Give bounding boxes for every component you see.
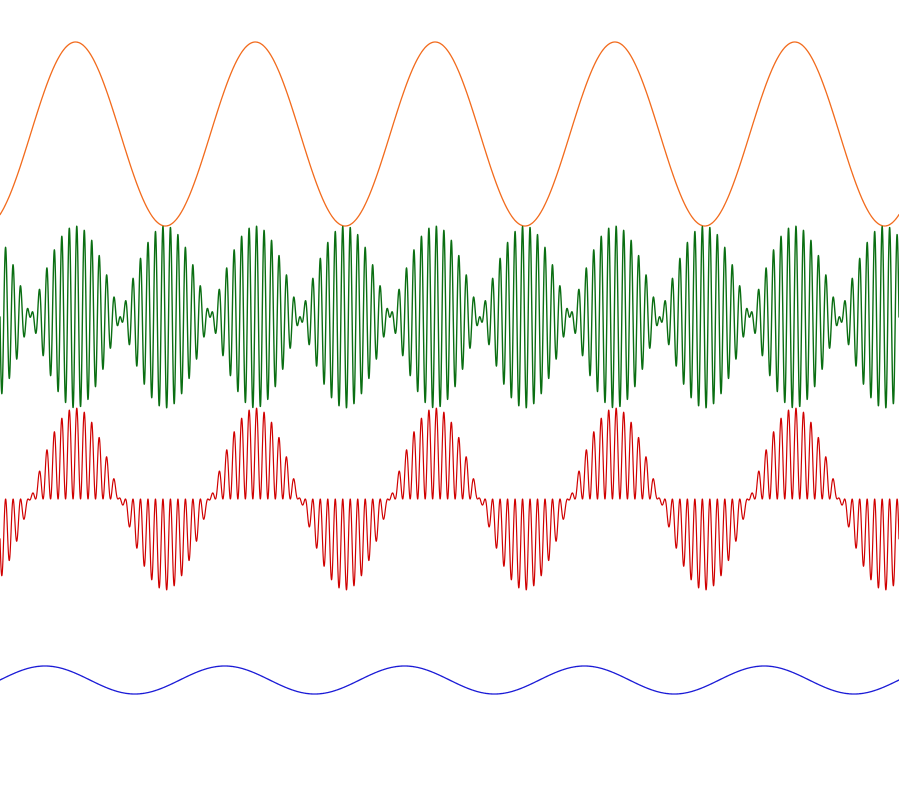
series-group bbox=[0, 41, 899, 695]
series-line-blue bbox=[0, 665, 899, 695]
series-line-red bbox=[0, 407, 899, 591]
series-line-green bbox=[0, 225, 899, 409]
series-line-orange bbox=[0, 41, 899, 227]
